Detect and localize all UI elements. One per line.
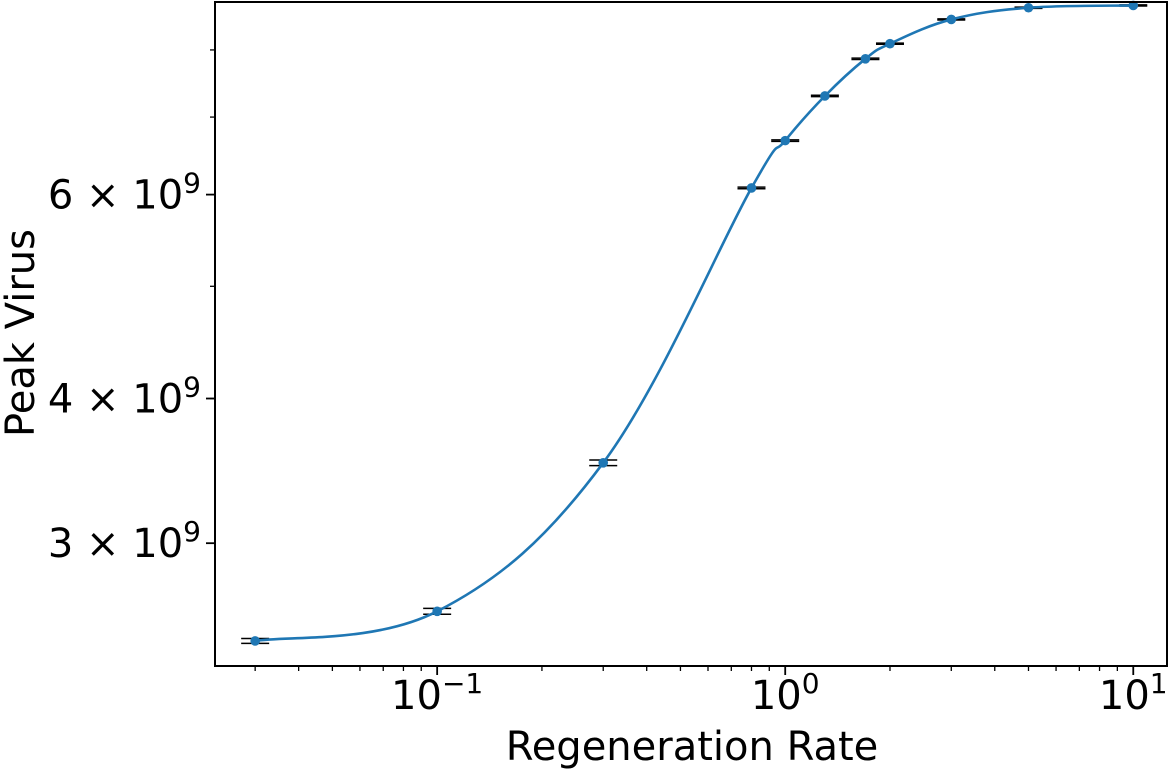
data-point	[780, 135, 791, 146]
y-tick-label: 6 × 109	[48, 167, 201, 219]
data-point	[432, 606, 442, 617]
x-tick-label: 100	[751, 667, 820, 719]
data-point	[1128, 0, 1139, 11]
data-point	[598, 458, 609, 468]
data-point	[820, 91, 830, 101]
data-point	[250, 636, 260, 646]
data-point	[885, 38, 895, 49]
tick-labels: 10−1 100 101 3 × 109 4 × 109 6 × 109	[48, 167, 1168, 719]
series-layer	[241, 0, 1148, 646]
data-point	[746, 183, 757, 193]
y-axis-label: Peak Virus	[0, 229, 44, 437]
y-tick-label: 3 × 109	[48, 515, 201, 567]
x-axis-label: Regeneration Rate	[506, 724, 879, 770]
x-tick-label: 10−1	[391, 667, 483, 719]
plot-frame	[214, 1, 1168, 667]
data-point	[1023, 2, 1034, 13]
y-tick-label: 4 × 109	[48, 371, 201, 423]
data-point	[946, 14, 957, 25]
major-ticks	[206, 193, 1135, 675]
x-tick-label: 101	[1099, 667, 1168, 719]
data-point	[860, 54, 871, 64]
